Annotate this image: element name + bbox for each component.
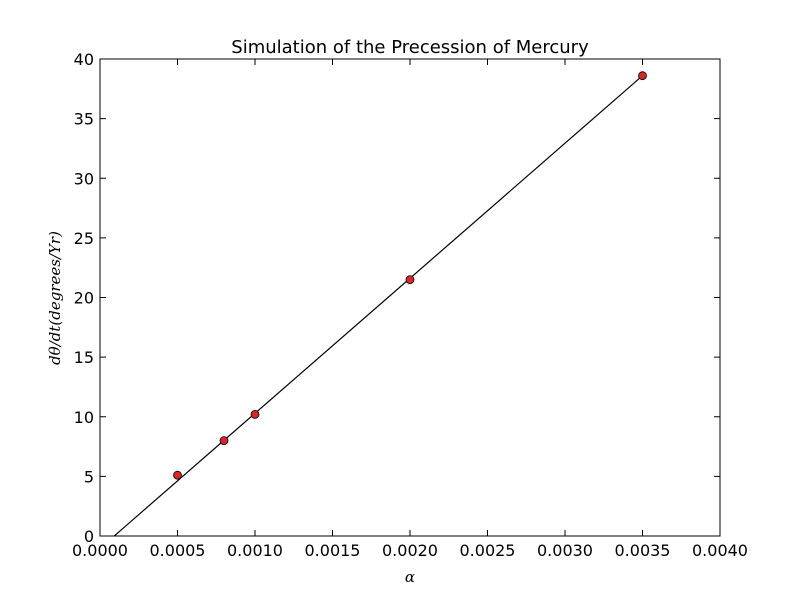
x-axis-label: α [405,568,415,586]
x-tick-label: 0.0040 [692,541,748,560]
x-tick-label: 0.0025 [460,541,516,560]
fit-line [113,75,643,536]
x-tick-label: 0.0035 [615,541,671,560]
data-point [638,71,647,81]
y-tick-label: 15 [74,348,94,367]
data-point [405,275,415,285]
x-tick-label: 0.0030 [537,541,593,560]
y-tick-label: 10 [74,408,94,427]
y-tick-label: 40 [74,50,94,69]
y-tick-label: 0 [84,527,94,546]
x-tick-label: 0.0005 [150,541,206,560]
data-point [219,436,229,446]
y-tick-label: 20 [74,289,94,308]
data-point [173,470,182,480]
x-tick-label: 0.0015 [305,541,361,560]
y-tick-label: 5 [84,467,94,486]
y-axis-label: dθ/dt(degrees/Yr) [46,231,64,365]
chart-title: Simulation of the Precession of Mercury [231,37,589,58]
x-tick-label: 0.0020 [382,541,438,560]
y-tick-label: 30 [74,169,94,188]
data-point [250,409,260,419]
x-tick-label: 0.0010 [227,541,283,560]
y-tick-label: 25 [74,229,94,248]
plot-area: 0.0000 0.0005 0.0010 0.0015 0.0020 0.0025 0.00… [72,50,748,560]
y-tick-label: 35 [74,110,94,129]
axes-frame [99,58,721,537]
x-tick-label: 0.0000 [72,541,128,560]
